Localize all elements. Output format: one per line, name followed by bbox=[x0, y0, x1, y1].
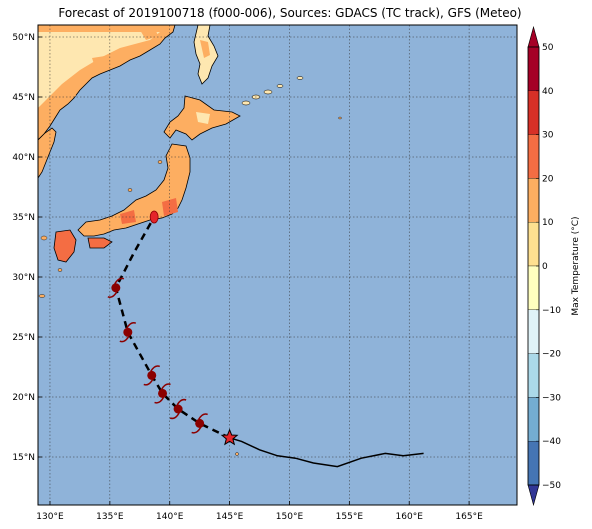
graticule bbox=[38, 25, 517, 505]
longitude-axis: 130°E 135°E 140°E 145°E 150°E 155°E 160°E 165°E bbox=[36, 501, 483, 522]
colorbar-segment bbox=[527, 353, 540, 398]
tropical-storm-icon bbox=[154, 383, 171, 404]
x-tick-label: 150°E bbox=[276, 512, 304, 522]
colorbar-tick-label: 50 bbox=[542, 43, 554, 53]
ocean-background bbox=[38, 25, 517, 505]
x-tick-label: 165°E bbox=[455, 512, 483, 522]
tropical-storm-icon bbox=[119, 322, 137, 343]
colorbar-tick-label: −50 bbox=[542, 481, 561, 491]
x-tick-label: 155°E bbox=[336, 512, 364, 522]
landfall-marker bbox=[149, 210, 159, 224]
colorbar-segment bbox=[527, 441, 540, 486]
colorbar-extend-max bbox=[527, 25, 540, 48]
tropical-storm-icon bbox=[107, 277, 125, 298]
past-track-line bbox=[229, 437, 424, 468]
colorbar-segment bbox=[527, 222, 540, 267]
colorbar-segment bbox=[527, 397, 540, 442]
shikoku-island bbox=[87, 237, 113, 249]
colorbar-tick-label: 0 bbox=[542, 262, 548, 272]
x-tick-label: 145°E bbox=[216, 512, 244, 522]
y-tick-label: 50°N bbox=[12, 33, 35, 43]
colorbar-segment bbox=[527, 178, 540, 223]
map-title: Forecast of 2019100718 (f000-006), Sourc… bbox=[58, 6, 522, 20]
colorbar-tick-label: −30 bbox=[542, 393, 561, 403]
y-tick-label: 15°N bbox=[12, 453, 35, 463]
y-tick-label: 45°N bbox=[12, 93, 35, 103]
current-position-star-icon bbox=[220, 428, 239, 446]
hokkaido-island bbox=[163, 95, 241, 141]
colorbar-tick-label: 10 bbox=[542, 218, 554, 228]
kuril-islands bbox=[241, 76, 304, 106]
colorbar-tick-label: −40 bbox=[542, 437, 561, 447]
latitude-axis: 15°N 20°N 25°N 30°N 35°N 40°N 45°N 50°N bbox=[12, 33, 42, 463]
x-tick-label: 140°E bbox=[156, 512, 184, 522]
colorbar-segment bbox=[527, 265, 540, 310]
tropical-storm-icon bbox=[143, 365, 161, 386]
colorbar: 50 40 30 20 10 0 −10 −20 −30 −40 −50 bbox=[527, 25, 561, 507]
colorbar-label: Max Temperature (°C) bbox=[571, 216, 581, 315]
y-tick-label: 35°N bbox=[12, 213, 35, 223]
colorbar-tick-label: 40 bbox=[542, 87, 554, 97]
colorbar-segment bbox=[527, 90, 540, 135]
y-tick-label: 30°N bbox=[12, 273, 35, 283]
colorbar-tick-label: −20 bbox=[542, 350, 561, 360]
kyushu-island bbox=[53, 229, 77, 263]
storm-track bbox=[107, 210, 424, 468]
tropical-storm-icon bbox=[169, 398, 187, 420]
korea-peninsula bbox=[38, 127, 57, 179]
y-tick-label: 25°N bbox=[12, 333, 35, 343]
small-islands bbox=[38, 116, 342, 456]
tropical-storm-icon bbox=[191, 413, 208, 434]
y-tick-label: 20°N bbox=[12, 393, 35, 403]
sakhalin-island bbox=[193, 25, 219, 85]
colorbar-segment bbox=[527, 309, 540, 354]
map-area bbox=[38, 25, 517, 505]
map-frame bbox=[37, 24, 518, 506]
x-tick-label: 130°E bbox=[36, 512, 64, 522]
colorbar-tick-label: −10 bbox=[542, 306, 561, 316]
colorbar-tick-label: 30 bbox=[542, 131, 554, 141]
colorbar-segment bbox=[527, 46, 540, 91]
colorbar-extend-min bbox=[527, 484, 540, 507]
x-tick-label: 160°E bbox=[396, 512, 424, 522]
colorbar-segment bbox=[527, 134, 540, 179]
y-tick-label: 40°N bbox=[12, 153, 35, 163]
colorbar-tick-label: 20 bbox=[542, 174, 554, 184]
honshu-island bbox=[77, 143, 191, 237]
x-tick-label: 135°E bbox=[96, 512, 124, 522]
